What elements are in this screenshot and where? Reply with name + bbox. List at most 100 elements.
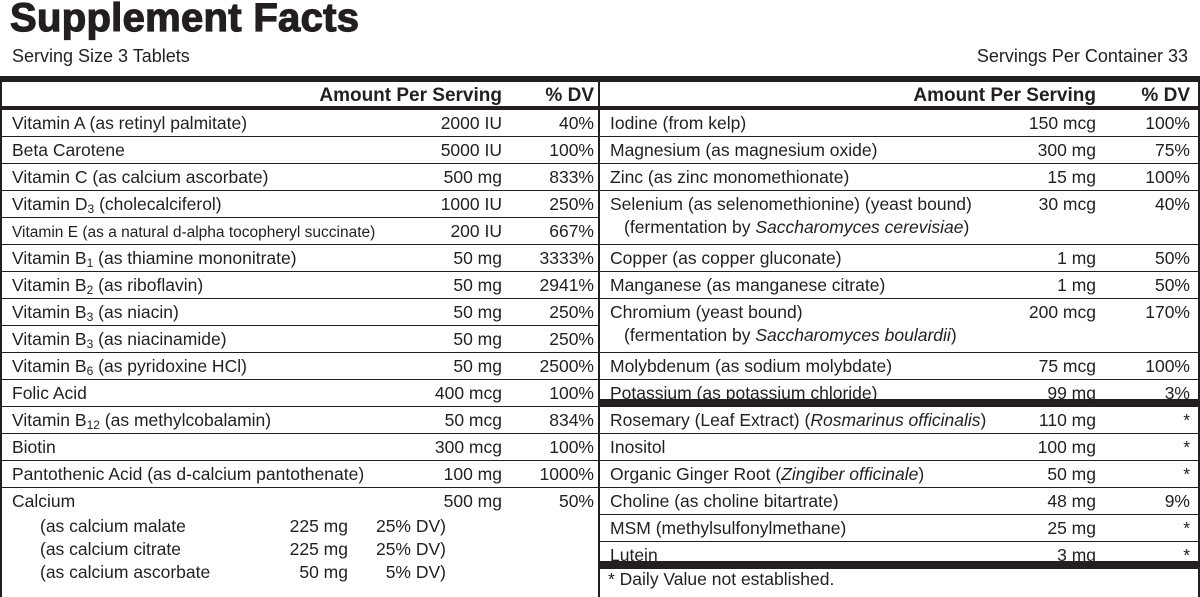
name-segment: (as riboflavin) [93,275,204,295]
nutrient-amount: 1000 IU [440,194,502,214]
nutrient-dv: * [1183,410,1190,430]
nutrient-amount: 150 mcg [1028,113,1096,133]
nutrient-name: Lutein [610,545,658,566]
name-segment: Pantothenic Acid (as d-calcium pantothen… [12,464,365,484]
nutrient-name: Vitamin E (as a natural d-alpha tocopher… [12,221,375,242]
name-segment: Organic Ginger Root ( [610,464,782,484]
right-panel: Amount Per Serving % DV Iodine (from kel… [600,82,1200,597]
servings-per-container: Servings Per Container 33 [976,46,1188,66]
nutrient-name: Folic Acid [12,383,87,404]
nutrient-row: Choline (as choline bitartrate) 48 mg 9% [600,488,1200,515]
name-segment: Vitamin B [12,248,87,268]
nutrient-name: Inositol [610,437,665,458]
name-segment: Chromium (yeast bound) [610,302,803,322]
nutrient-row: Vitamin B3 (as niacinamide) 50 mg 250% [2,326,598,353]
name-segment: Vitamin A (as retinyl palmitate) [12,113,248,133]
name-segment: ) [918,464,925,484]
nutrient-dv: 100% [549,140,594,160]
name-segment: (as thiamine mononitrate) [93,248,297,268]
nutrient-row: Vitamin B3 (as niacin) 50 mg 250% [2,299,598,326]
nutrient-row: Potassium (as potassium chloride) 99 mg 3% [600,380,1200,407]
nutrient-dv: 50% [1154,248,1190,268]
nutrient-amount: 5000 IU [440,140,502,160]
name-segment: ) [980,410,987,430]
nutrient-row: Vitamin B6 (as pyridoxine HCl) 50 mg 2500% [2,353,598,380]
name-segment: Selenium (as selenomethionine) (yeast bo… [610,194,972,214]
nutrient-name: Magnesium (as magnesium oxide) [610,140,877,161]
nutrient-name: Vitamin B12 (as methylcobalamin) [12,410,271,432]
name-segment: Vitamin B [12,302,87,322]
nutrient-row: Organic Ginger Root (Zingiber officinale… [600,461,1200,488]
name-segment: Iodine (from kelp) [610,113,747,133]
calcium-source-row: (as calcium malate 225 mg 25% DV) [2,515,598,538]
nutrient-name: Beta Carotene [12,140,125,161]
name-segment: 3 [86,337,94,351]
nutrient-row: Manganese (as manganese citrate) 1 mg 50% [600,272,1200,299]
name-segment: 3 [87,202,95,216]
nutrient-row: Calcium 500 mg 50% [2,488,598,515]
source-amount: 50 mg [299,562,348,582]
nutrient-dv: 170% [1145,302,1190,322]
nutrient-row: Vitamin A (as retinyl palmitate) 2000 IU 4… [2,110,598,137]
name-segment: Vitamin B [12,410,87,430]
serving-size: Serving Size 3 Tablets [12,46,190,66]
name-segment: Choline (as choline bitartrate) [610,491,839,511]
nutrient-amount: 2000 IU [440,113,502,133]
nutrient-name: Manganese (as manganese citrate) [610,275,885,296]
nutrient-dv: 100% [549,437,594,457]
nutrient-amount: 1 mg [1057,248,1096,268]
nutrient-dv: 100% [1145,113,1190,133]
nutrient-name: Vitamin B3 (as niacinamide) [12,329,227,351]
name-segment: Vitamin B [12,275,87,295]
nutrient-dv: 100% [549,383,594,403]
name-segment: MSM (methylsulfonylmethane) [610,518,847,538]
name-segment: Zingiber officinale [781,464,919,484]
name-segment: (as niacin) [93,302,179,322]
nutrient-row: Molybdenum (as sodium molybdate) 75 mcg 10… [600,353,1200,380]
nutrient-dv: 40% [1154,194,1190,214]
nutrient-dv: 75% [1154,140,1190,160]
nutrient-name: Vitamin B3 (as niacin) [12,302,179,324]
nutrient-amount: 15 mg [1047,167,1096,187]
nutrient-amount: 200 IU [450,221,502,241]
nutrient-dv: 9% [1164,491,1190,511]
nutrient-amount: 50 mg [453,275,502,295]
nutrient-row: Vitamin B1 (as thiamine mononitrate) 50 m… [2,245,598,272]
amount-header: Amount Per Serving [913,85,1096,106]
name-segment: Vitamin B [12,329,87,349]
source-dv: 5% DV) [385,562,446,582]
nutrient-dv: 250% [549,329,594,349]
name-segment: 1 [86,256,94,270]
nutrient-amount: 30 mcg [1038,194,1096,214]
name-segment: Zinc (as zinc monomethionate) [610,167,850,187]
nutrient-amount: 50 mg [453,329,502,349]
nutrient-name: Vitamin C (as calcium ascorbate) [12,167,268,188]
amount-header: Amount Per Serving [319,85,502,106]
nutrient-name: Zinc (as zinc monomethionate) [610,167,849,188]
nutrient-row: Copper (as copper gluconate) 1 mg 50% [600,245,1200,272]
nutrient-amount: 3 mg [1057,545,1096,565]
name-segment: Beta Carotene [12,140,125,160]
calcium-source-row: (as calcium ascorbate 50 mg 5% DV) [2,561,598,584]
nutrient-dv: 833% [549,167,594,187]
source-dv: 25% DV) [375,516,446,536]
nutrient-name: Organic Ginger Root (Zingiber officinale… [610,464,924,485]
name-segment: (cholecalciferol) [94,194,222,214]
name-segment: Manganese (as manganese citrate) [610,275,886,295]
nutrient-dv: 667% [549,221,594,241]
name-segment: 12 [86,418,100,432]
nutrient-row: Magnesium (as magnesium oxide) 300 mg 75% [600,137,1200,164]
name-segment: Inositol [610,437,666,457]
name-segment: (as pyridoxine HCl) [93,356,247,376]
nutrient-amount: 50 mg [453,356,502,376]
nutrient-name: Pantothenic Acid (as d-calcium pantothen… [12,464,364,485]
nutrient-dv: 50% [558,491,594,511]
name-segment: Magnesium (as magnesium oxide) [610,140,878,160]
name-segment: (as niacinamide) [93,329,227,349]
nutrient-row: Rosemary (Leaf Extract) (Rosmarinus offi… [600,407,1200,434]
nutrient-name: Biotin [12,437,56,458]
nutrient-amount: 400 mcg [434,383,502,403]
nutrient-amount: 50 mg [1047,464,1096,484]
name-segment: (fermentation by [624,325,756,345]
dv-header: % DV [1141,85,1190,106]
